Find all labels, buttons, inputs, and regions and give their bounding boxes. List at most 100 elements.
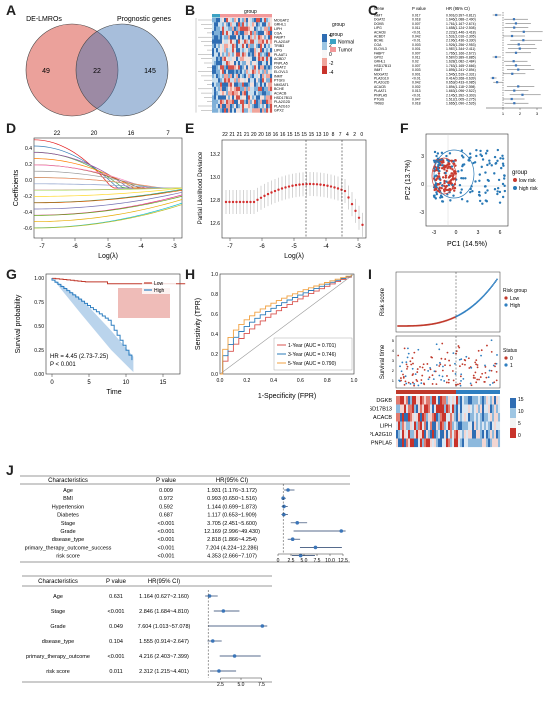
heatmap-cell — [218, 95, 221, 100]
heatmap-cell — [230, 82, 233, 87]
heatmap-cell — [242, 56, 245, 62]
pca-x-tick: -3 — [432, 230, 437, 236]
forest-c-header-hr: HR (95% CI) — [446, 6, 470, 11]
heatmap-cell — [242, 82, 245, 87]
j2-header-char: Characteristics — [38, 579, 78, 585]
heatmap-cell — [230, 48, 233, 53]
heatmap-cell — [234, 69, 237, 74]
risk-heat-cell — [488, 430, 491, 439]
heatmap-cell — [220, 95, 223, 100]
heatmap-cell — [254, 26, 257, 31]
heatmap-cell — [230, 91, 233, 96]
heatmap-cell — [268, 99, 271, 105]
panel-label-b: B — [185, 2, 196, 18]
survival-point — [448, 359, 450, 362]
heatmap-cell — [224, 26, 227, 31]
heatmap-cell — [234, 56, 237, 62]
forest-c-hr: 2.145(1.392~3.303) — [446, 93, 476, 97]
risk-heat-cell — [414, 438, 417, 448]
heatmap-cell — [268, 48, 271, 53]
heatmap-cell — [234, 30, 237, 36]
risk-heat-cell — [486, 438, 489, 448]
risk-heat-cell — [490, 430, 493, 439]
forest-c-point — [518, 47, 521, 50]
heatmap-cell — [254, 78, 257, 83]
panel-label-a: A — [6, 2, 17, 18]
heatmap-cell — [268, 95, 271, 100]
heatmap-cells — [212, 18, 273, 113]
heatmap-cell — [228, 56, 231, 62]
heatmap-cell — [242, 35, 245, 40]
forest-c-p: 0.007 — [412, 64, 421, 68]
heatmap-cell — [262, 82, 265, 87]
heatmap-cell — [236, 22, 239, 27]
heatmap-cell — [236, 95, 239, 100]
risk-heat-cell — [464, 421, 467, 431]
heatmap-cell — [212, 26, 215, 31]
heatmap-cell — [238, 69, 241, 74]
cv-point — [252, 200, 256, 204]
survival-point — [495, 362, 498, 365]
pca-legend-low: low risk — [519, 178, 536, 184]
heatmap-cell — [264, 69, 267, 74]
risk-heat-cell — [436, 430, 439, 439]
heatmap-cell — [222, 82, 225, 87]
risk-heat-cell — [498, 430, 501, 439]
risk-heat-cell — [454, 396, 457, 405]
heatmap-cell — [230, 99, 233, 105]
survival-point — [447, 381, 450, 384]
heatmap-cell — [226, 86, 229, 92]
km-legend-high: High — [154, 288, 165, 294]
heatmap-cell — [244, 99, 247, 105]
heatmap-cell — [240, 56, 243, 62]
heatmap-cell — [228, 104, 231, 109]
forest-row-hr: 2.312 (1.215~4.401) — [139, 669, 189, 675]
cv-top-tick: 15 — [301, 132, 307, 138]
risk-heat-cell — [420, 404, 423, 414]
forest-row-char: Hypertension — [52, 504, 84, 510]
risk-heat-cell — [430, 413, 433, 422]
pca-high-point — [484, 191, 487, 194]
risk-heat-cell — [476, 404, 479, 414]
risk-heat-cell — [456, 396, 459, 405]
pca-high-point — [440, 200, 444, 203]
lasso-path — [34, 183, 182, 189]
risk-heat-cell — [418, 430, 421, 439]
forest-c-hr: 1.761(1.167~2.674) — [446, 22, 476, 26]
risk-heat-cell — [448, 438, 451, 448]
forest-row-char: Stage — [51, 609, 65, 615]
risk-heat-cell — [490, 438, 493, 448]
heatmap-cell — [226, 30, 229, 36]
risk-heat-cell — [438, 430, 441, 439]
pca-high-point — [466, 200, 469, 203]
heatmap-cell — [262, 30, 265, 36]
forest-c-point — [510, 34, 514, 38]
heatmap-cell — [260, 69, 263, 74]
heatmap-cell — [214, 65, 217, 70]
risk-heat-cell — [416, 421, 419, 431]
risk-heat-cell — [474, 430, 477, 439]
survival-point — [452, 379, 455, 382]
heatmap-cell — [262, 26, 265, 31]
survival-point — [406, 365, 409, 368]
heatmap-cell — [212, 108, 215, 113]
forest-row-hr: 1.117 (0.653~1.909) — [207, 513, 256, 519]
risk-heat-cell — [490, 404, 493, 414]
heatmap-cell — [228, 61, 231, 66]
cv-point — [354, 209, 357, 213]
cv-point — [347, 196, 350, 199]
heatmap-cell — [260, 78, 263, 83]
heatmap-cell — [268, 69, 271, 74]
heatmap-cell — [238, 61, 241, 66]
lasso-path — [33, 145, 182, 189]
heatmap-cell — [228, 69, 231, 74]
heatmap-cell — [264, 82, 267, 87]
heatmap-cell — [258, 99, 261, 105]
risk-heat-cell — [412, 438, 415, 448]
forest-c-gene: HSD17B13 — [374, 64, 391, 68]
heatmap-cell — [260, 73, 263, 79]
survival-point — [476, 366, 479, 369]
heatmap-cell — [270, 104, 273, 109]
survival-point — [428, 376, 431, 379]
risk-score-point — [493, 282, 495, 285]
